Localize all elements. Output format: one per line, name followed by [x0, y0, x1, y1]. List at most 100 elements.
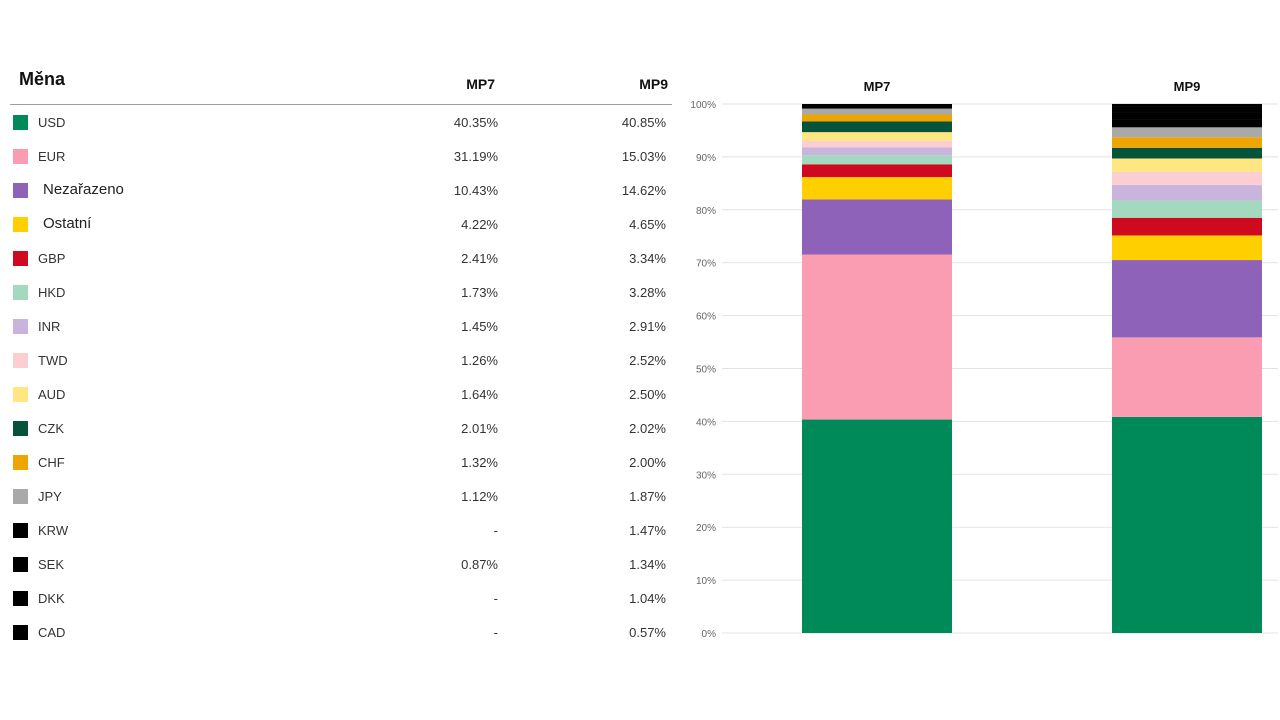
table-row: INR 1.45% 2.91% [10, 309, 672, 343]
legend-swatch [13, 489, 28, 504]
value-mp9: 2.02% [629, 421, 666, 436]
currency-label: USD [38, 115, 66, 130]
value-mp7: - [493, 591, 498, 606]
table-row: JPY 1.12% 1.87% [10, 479, 672, 513]
legend-swatch [13, 115, 28, 130]
bar-segment-mp7-hkd [802, 155, 952, 165]
legend-swatch [13, 319, 28, 334]
bar-segment-mp9-twd [1112, 171, 1262, 186]
value-mp7: 1.45% [461, 319, 498, 334]
table-header: Měna MP7 MP9 [10, 64, 672, 105]
legend-swatch [13, 251, 28, 266]
bar-segment-mp9-usd [1112, 416, 1262, 633]
value-mp9: 15.03% [621, 149, 666, 164]
category-label: MP7 [864, 79, 891, 94]
bar-segment-mp7-gbp [802, 164, 952, 178]
value-mp9: 1.87% [629, 489, 666, 504]
bar-segment-mp7-chf [802, 114, 952, 122]
bar-segment-mp7-ostatní [802, 177, 952, 200]
value-mp7: 2.41% [461, 251, 498, 266]
bar-segment-mp7-sek [802, 104, 952, 109]
table-row: AUD 1.64% 2.50% [10, 377, 672, 411]
legend-swatch [13, 353, 28, 368]
bar-segment-mp9-sek [1112, 112, 1262, 120]
currency-table: Měna MP7 MP9 USD 40.35% 40.85% EUR 31.19% 15.… [10, 64, 672, 649]
table-row: CZK 2.01% 2.02% [10, 411, 672, 445]
currency-label: GBP [38, 251, 66, 266]
bar-segment-mp9-inr [1112, 185, 1262, 201]
table-row: Ostatní 4.22% 4.65% [10, 207, 672, 241]
bar-segment-mp7-eur [802, 254, 952, 420]
category-label: MP9 [1174, 79, 1201, 94]
value-mp7: 10.43% [453, 183, 498, 198]
y-tick-label: 90% [696, 153, 716, 164]
value-mp7: 1.73% [461, 285, 498, 300]
value-mp9: 0.57% [629, 625, 666, 640]
column-header-mp9: MP9 [639, 76, 668, 92]
currency-label: AUD [38, 387, 66, 402]
bar-segment-mp9-aud [1112, 158, 1262, 172]
value-mp9: 2.52% [629, 353, 666, 368]
value-mp7: 1.64% [461, 387, 498, 402]
value-mp9: 1.34% [629, 557, 666, 572]
table-row: CAD - 0.57% [10, 615, 672, 649]
table-row: CHF 1.32% 2.00% [10, 445, 672, 479]
value-mp9: 2.50% [629, 387, 666, 402]
bar-segment-mp9-krw [1112, 119, 1262, 128]
bar-segment-mp9-dkk [1112, 106, 1262, 113]
currency-label: TWD [38, 353, 68, 368]
table-row: EUR 31.19% 15.03% [10, 139, 672, 173]
legend-swatch [13, 183, 28, 198]
table-title: Měna [19, 69, 66, 89]
legend-swatch [13, 625, 28, 640]
y-tick-label: 20% [696, 523, 716, 534]
table-row: Nezařazeno 10.43% 14.62% [10, 173, 672, 207]
legend-swatch [13, 285, 28, 300]
currency-label: DKK [38, 591, 65, 606]
bar-segment-mp9-hkd [1112, 200, 1262, 218]
y-tick-label: 80% [696, 206, 716, 217]
currency-label: SEK [38, 557, 65, 572]
value-mp9: 3.28% [629, 285, 666, 300]
value-mp7: 1.32% [461, 455, 498, 470]
bar-segment-mp9-eur [1112, 337, 1262, 417]
currency-label: INR [38, 319, 61, 334]
value-mp9: 2.00% [629, 455, 666, 470]
bar-segment-mp9-jpy [1112, 127, 1262, 138]
bar-segment-mp9-czk [1112, 147, 1262, 159]
currency-label: CZK [38, 421, 64, 436]
y-tick-label: 10% [696, 576, 716, 587]
value-mp7: - [493, 625, 498, 640]
currency-label: CAD [38, 625, 66, 640]
bar-segment-mp7-czk [802, 121, 952, 133]
legend-swatch [13, 591, 28, 606]
value-mp7: 31.19% [453, 149, 498, 164]
legend-swatch [13, 387, 28, 402]
value-mp7: 4.22% [461, 217, 498, 232]
legend-swatch [13, 421, 28, 436]
bar-segment-mp9-cad [1112, 103, 1262, 107]
currency-label: Ostatní [43, 215, 92, 232]
bar-segment-mp9-ostatní [1112, 235, 1262, 261]
column-header-mp7: MP7 [466, 76, 495, 92]
value-mp9: 14.62% [621, 183, 666, 198]
table-row: USD 40.35% 40.85% [10, 105, 672, 139]
value-mp9: 1.04% [629, 591, 666, 606]
bar-segment-mp7-usd [802, 419, 952, 633]
table-body: USD 40.35% 40.85% EUR 31.19% 15.03% Nezařazeno… [10, 105, 672, 649]
value-mp9: 1.47% [629, 523, 666, 538]
legend-swatch [13, 217, 28, 232]
bar-segment-mp7-inr [802, 147, 952, 156]
y-tick-label: 30% [696, 470, 716, 481]
y-tick-label: 60% [696, 312, 716, 323]
bar-segment-mp9-chf [1112, 137, 1262, 148]
legend-swatch [13, 557, 28, 572]
table-row: HKD 1.73% 3.28% [10, 275, 672, 309]
value-mp9: 40.85% [621, 115, 666, 130]
table-row: DKK - 1.04% [10, 581, 672, 615]
value-mp7: - [493, 523, 498, 538]
y-tick-label: 100% [690, 100, 716, 111]
y-tick-label: 50% [696, 365, 716, 376]
y-tick-label: 0% [702, 629, 717, 640]
value-mp7: 0.87% [461, 557, 498, 572]
